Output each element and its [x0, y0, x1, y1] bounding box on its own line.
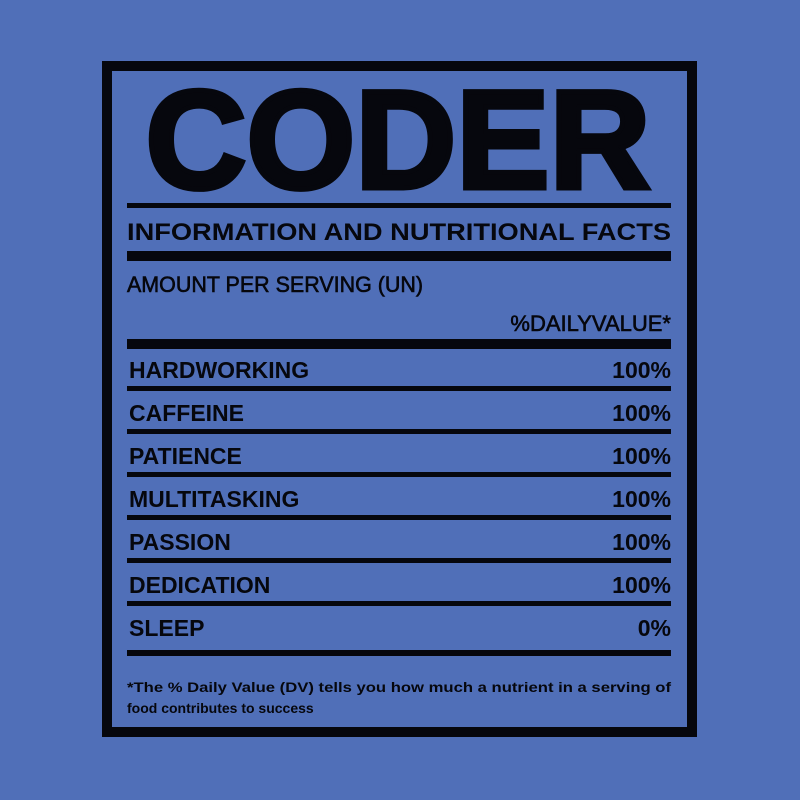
nutrient-value: 100% — [612, 572, 671, 598]
row-divider — [127, 515, 671, 520]
row-divider — [127, 386, 671, 391]
nutrient-name: HARDWORKING — [129, 357, 309, 383]
nutrient-value: 100% — [612, 529, 671, 555]
row-divider — [127, 558, 671, 563]
nutrient-name: PATIENCE — [129, 443, 242, 469]
nutrient-value: 100% — [612, 357, 671, 383]
nutrient-name: MULTITASKING — [129, 486, 299, 512]
title: CODER — [146, 61, 651, 218]
nutrient-row: HARDWORKING 100% — [127, 357, 671, 391]
nutrient-name: DEDICATION — [129, 572, 270, 598]
nutrient-name: CAFFEINE — [129, 400, 244, 426]
nutrient-value: 0% — [638, 615, 671, 641]
nutrient-value: 100% — [612, 400, 671, 426]
nutrient-name: SLEEP — [129, 615, 204, 641]
nutrient-row: SLEEP 0% — [129, 615, 671, 641]
subtitle: INFORMATION AND NUTRITIONAL FACTS — [127, 219, 671, 246]
divider-thick — [127, 251, 671, 261]
nutrient-rows: HARDWORKING 100%CAFFEINE 100%PATIENCE 100%M… — [127, 357, 671, 641]
serving-label: AMOUNT PER SERVING (UN) — [127, 272, 423, 297]
nutrient-row: DEDICATION 100% — [127, 572, 671, 606]
label-frame — [102, 61, 697, 737]
nutrient-row: PASSION 100% — [127, 529, 671, 563]
nutrient-row: MULTITASKING 100% — [127, 486, 671, 520]
row-divider — [127, 601, 671, 606]
nutrient-row: PATIENCE 100% — [127, 443, 671, 477]
daily-value-header: %DAILYVALUE* — [510, 311, 671, 336]
nutrient-row: CAFFEINE 100% — [127, 400, 671, 434]
divider-thick — [127, 339, 671, 349]
nutrient-value: 100% — [612, 443, 671, 469]
row-divider — [127, 472, 671, 477]
row-divider — [127, 429, 671, 434]
divider — [127, 203, 671, 208]
nutrient-name: PASSION — [129, 529, 231, 555]
footnote-line-2: food contributes to success — [127, 700, 314, 716]
nutrient-value: 100% — [612, 486, 671, 512]
divider — [127, 650, 671, 656]
footnote-line-1: *The % Daily Value (DV) tells you how mu… — [127, 679, 671, 695]
